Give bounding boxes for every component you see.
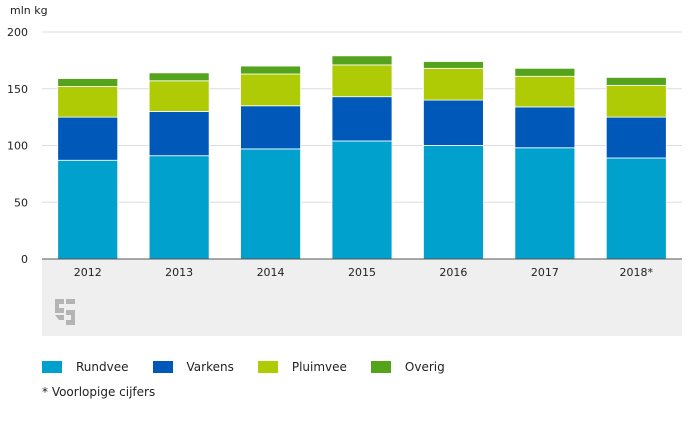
- legend-item-varkens[interactable]: Varkens: [152, 360, 234, 374]
- bar-pluimvee-2017: [514, 75, 576, 108]
- bar-rundvee-2018: [605, 157, 667, 260]
- y-tick-labels: 0 50 100 150 200: [7, 26, 28, 266]
- x-tick-label: 2013: [165, 266, 193, 279]
- bar-rundvee-2015: [331, 140, 393, 260]
- x-tick-label: 2015: [348, 266, 376, 279]
- legend-swatch: [152, 361, 173, 373]
- bar-varkens-2016: [423, 99, 484, 146]
- legend-label: Pluimvee: [291, 360, 347, 374]
- bar-varkens-2012: [57, 116, 119, 161]
- x-tick-label: 2014: [257, 266, 285, 279]
- legend-label: Overig: [404, 360, 445, 374]
- bar-varkens-2017: [514, 106, 576, 149]
- legend-swatch: [257, 361, 278, 373]
- bar-pluimvee-2016: [423, 67, 484, 101]
- legend-item-overig[interactable]: Overig: [370, 360, 445, 374]
- bar-overig-2016: [423, 61, 484, 69]
- bar-varkens-2014: [240, 105, 301, 150]
- bar-overig-2015: [331, 55, 393, 66]
- y-tick-label: 200: [7, 26, 28, 39]
- x-tick-label: 2018*: [620, 266, 654, 279]
- bar-pluimvee-2018: [605, 84, 667, 118]
- bars: [57, 55, 667, 260]
- y-tick-label: 150: [7, 83, 28, 96]
- legend: Rundvee Varkens Pluimvee Overig: [42, 360, 469, 374]
- x-tick-label: 2016: [439, 266, 467, 279]
- bar-varkens-2018: [605, 116, 667, 159]
- y-tick-label: 0: [21, 253, 28, 266]
- bar-rundvee-2017: [514, 147, 576, 260]
- bar-pluimvee-2014: [240, 73, 301, 107]
- y-tick-label: 50: [14, 196, 28, 209]
- x-tick-label: 2012: [74, 266, 102, 279]
- bar-overig-2012: [57, 78, 119, 87]
- bar-pluimvee-2015: [331, 64, 393, 98]
- legend-label: Rundvee: [76, 360, 129, 374]
- bar-varkens-2013: [148, 111, 210, 157]
- bar-overig-2014: [240, 65, 301, 75]
- bar-overig-2017: [514, 67, 576, 77]
- bar-rundvee-2016: [423, 145, 484, 260]
- bar-pluimvee-2012: [57, 86, 119, 118]
- bar-overig-2018: [605, 77, 667, 86]
- bar-rundvee-2013: [148, 155, 210, 260]
- bar-varkens-2015: [331, 96, 393, 142]
- legend-item-pluimvee[interactable]: Pluimvee: [257, 360, 347, 374]
- legend-item-rundvee[interactable]: Rundvee: [42, 360, 129, 374]
- x-tick-labels: 2012 2013 2014 2015 2016 2017 2018*: [74, 266, 654, 279]
- y-axis-label: mln kg: [10, 4, 48, 17]
- bar-rundvee-2012: [57, 159, 119, 260]
- bar-rundvee-2014: [240, 148, 301, 260]
- legend-swatch: [370, 361, 391, 373]
- cbs-logo-icon: [55, 299, 75, 325]
- x-tick-label: 2017: [531, 266, 559, 279]
- legend-swatch: [42, 361, 62, 373]
- legend-label: Varkens: [186, 360, 234, 374]
- category-panel: [42, 259, 682, 336]
- y-tick-label: 100: [7, 140, 28, 153]
- bar-pluimvee-2013: [148, 80, 210, 112]
- bar-overig-2013: [148, 72, 210, 82]
- footnote: * Voorlopige cijfers: [42, 385, 156, 399]
